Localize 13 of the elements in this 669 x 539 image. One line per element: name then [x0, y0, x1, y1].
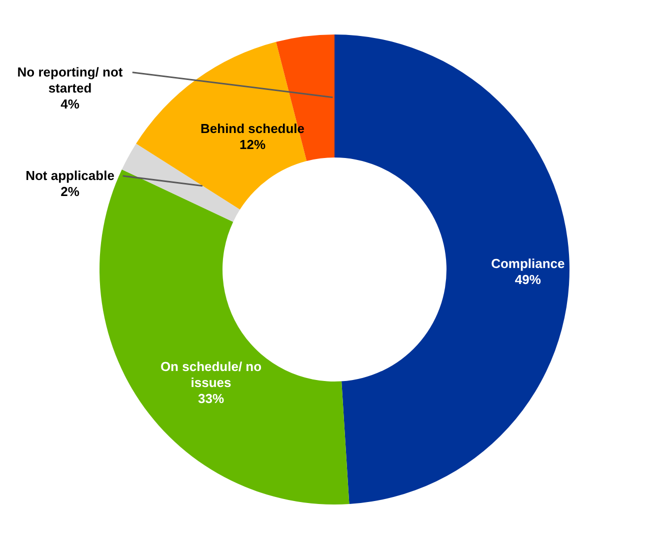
- data-label: 2%: [60, 184, 80, 199]
- slice-label: Not applicable: [26, 168, 114, 183]
- donut-slice: [334, 34, 570, 504]
- data-label: 33%: [198, 391, 224, 406]
- data-label: 49%: [514, 272, 542, 288]
- donut-slice: [136, 42, 307, 210]
- data-label: 12%: [240, 137, 266, 152]
- slice-label: Behind schedule: [200, 121, 305, 136]
- donut-slice: [122, 144, 240, 222]
- data-label: 4%: [60, 96, 80, 112]
- slice-label: No reporting/ not started: [17, 64, 124, 96]
- slice-label: Compliance: [491, 256, 565, 272]
- slice-label: On schedule/ no issues: [160, 359, 262, 390]
